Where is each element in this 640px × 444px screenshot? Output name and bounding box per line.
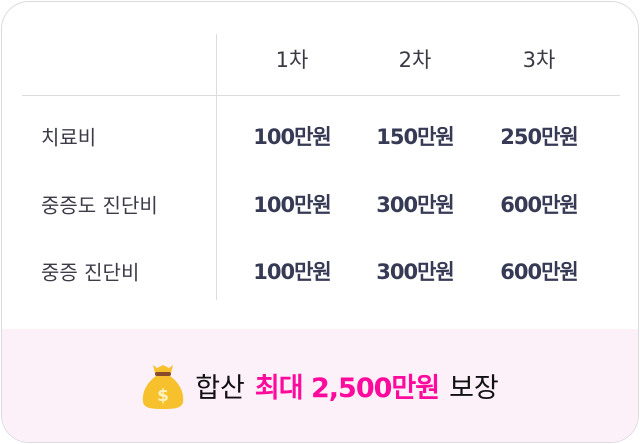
cell-value: 600만원	[500, 260, 578, 284]
row-label: 중증 진단비	[41, 260, 140, 285]
cell-value: 100만원	[253, 125, 331, 149]
cell-value: 300만원	[376, 193, 454, 217]
banner-suffix: 보장	[449, 373, 499, 404]
cell-value: 300만원	[376, 260, 454, 284]
cell-value: 600만원	[500, 193, 578, 217]
cell-value: 250만원	[500, 125, 578, 149]
row-label: 치료비	[41, 125, 97, 150]
cell-value: 100만원	[253, 193, 331, 217]
column-header-1: 1차	[275, 48, 309, 72]
total-banner: $ 합산 최대 2,500만원 보장	[2, 329, 638, 442]
banner-highlight: 최대 2,500만원	[254, 373, 440, 404]
column-header-3: 3차	[522, 48, 556, 72]
column-header-2: 2차	[398, 48, 432, 72]
header-divider	[22, 95, 620, 96]
column-divider	[216, 34, 217, 300]
row-label: 중증도 진단비	[41, 193, 158, 218]
svg-text:$: $	[157, 386, 169, 406]
cell-value: 100만원	[253, 260, 331, 284]
money-bag-icon: $	[143, 364, 184, 409]
cell-value: 150만원	[376, 125, 454, 149]
banner-prefix: 합산	[195, 373, 245, 404]
